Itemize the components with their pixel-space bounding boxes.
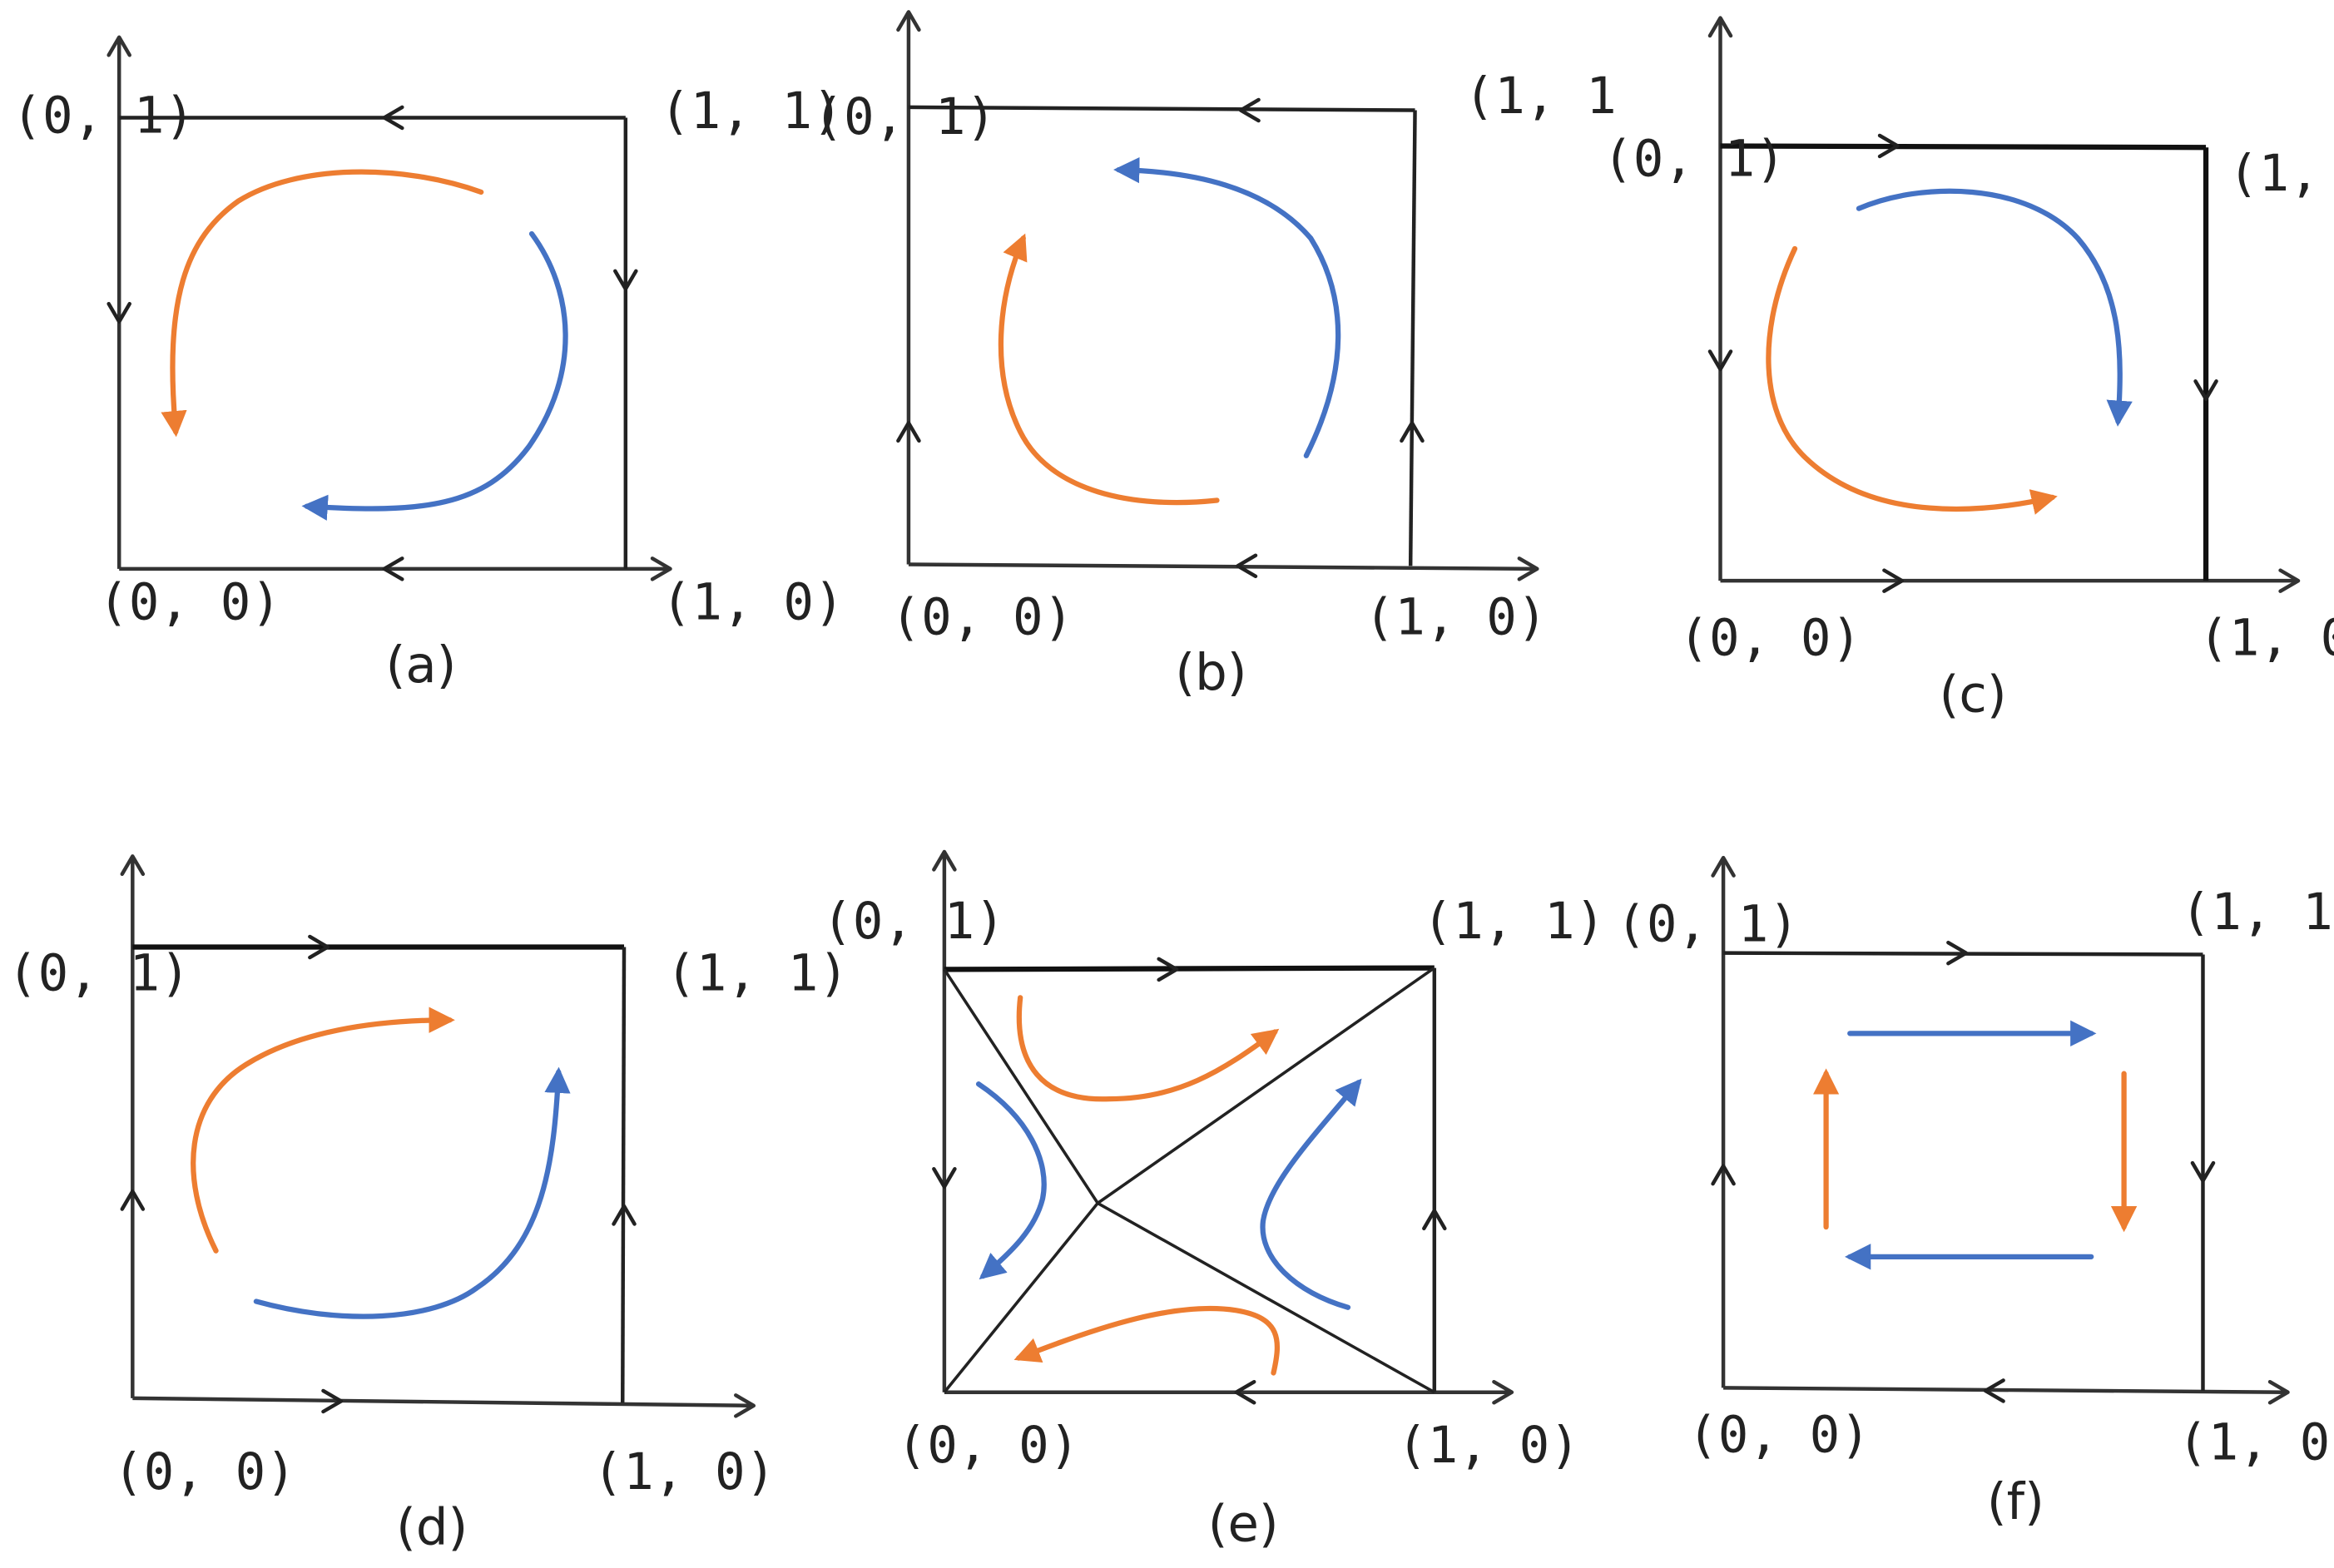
panel-b: (0, 1) (1, 1 (0, 0) (1, 0) (b) <box>813 10 1617 702</box>
blue-trajectory-right <box>1260 1078 1362 1310</box>
label-0-1: (0, 1) <box>813 88 996 146</box>
blue-trajectory <box>1113 156 1341 458</box>
blue-trajectory <box>1856 188 2133 427</box>
left-edge-up-arrow-icon <box>896 421 921 443</box>
y-axis-arrowhead-icon <box>896 10 921 32</box>
label-0-1: (0, 1) <box>1616 895 1799 953</box>
label-0-1: (0, 1) <box>12 87 195 145</box>
label-1-0: (1, 0) <box>1397 1417 1580 1475</box>
x-axis-arrowhead-icon <box>1492 1379 1514 1405</box>
left-edge-up-arrow-icon <box>120 1189 146 1211</box>
orange-trajectory <box>191 1007 455 1254</box>
caption-a: (a) <box>386 636 457 695</box>
left-edge-up-arrow-icon <box>1711 1164 1736 1186</box>
top-edge <box>908 105 1415 112</box>
right-edge-up-arrow-icon <box>1400 421 1425 443</box>
label-0-0: (0, 0) <box>890 589 1073 647</box>
top-edge <box>1720 143 2207 151</box>
label-1-1: (1, 1) <box>660 82 843 141</box>
label-0-0: (0, 0) <box>1687 1406 1871 1464</box>
right-edge <box>621 947 627 1403</box>
right-edge-down-arrow-icon <box>2190 1160 2216 1183</box>
label-0-0: (0, 0) <box>113 1443 296 1501</box>
panel-f: (0, 1) (1, 1) (0, 0) (1, 0) (f) <box>1616 855 2334 1531</box>
panel-c: (0, 1) (1, 1) (0, 0) (1, 0) (c) <box>1603 16 2334 725</box>
x-axis-arrowhead-icon <box>2267 1379 2290 1405</box>
label-1-1: (1, 1) <box>2228 145 2334 203</box>
label-1-0: (1, 0) <box>2178 1413 2334 1472</box>
label-1-1: (1, 1) <box>666 944 849 1002</box>
top-edge-left-arrow-icon <box>1238 97 1261 123</box>
y-axis-arrowhead-icon <box>1707 16 1733 38</box>
right-edge-down-arrow-icon <box>613 269 638 291</box>
right-edge-up-arrow-icon <box>1422 1209 1447 1231</box>
orange-trajectory-top <box>1016 995 1280 1102</box>
top-edge-right-arrow-icon <box>1877 133 1900 159</box>
label-0-1: (0, 1) <box>822 893 1005 951</box>
bottom-edge-right-arrow-icon <box>1882 568 1905 593</box>
left-edge-down-arrow-icon <box>932 1166 957 1189</box>
panel-a: (0, 1) (1, 1) (0, 0) (1, 0) (a) <box>12 35 845 695</box>
label-1-0: (1, 0) <box>592 1443 776 1501</box>
bottom-edge-left-arrow-icon <box>1236 553 1258 579</box>
x-axis-arrowhead-icon <box>650 556 672 581</box>
top-edge <box>944 965 1435 972</box>
label-0-0: (0, 0) <box>1678 610 1861 668</box>
caption-f: (f) <box>1987 1473 2044 1531</box>
separatrix-top-left <box>943 968 1099 1204</box>
label-1-0: (1, 0) <box>662 574 845 632</box>
top-edge-right-arrow-icon <box>1157 957 1179 982</box>
label-1-0: (1, 0) <box>1365 589 1548 647</box>
y-axis-arrowhead-icon <box>932 849 957 872</box>
label-1-1: (1, 1) <box>1422 893 1605 951</box>
separatrix-bottom-right <box>1097 1201 1435 1394</box>
y-axis-arrowhead-icon <box>107 35 131 57</box>
panel-d: (0, 1) (1, 1) (0, 0) (1, 0) (d) <box>7 854 849 1556</box>
panel-e: (0, 1) (1, 1) (0, 0) (1, 0) (e) <box>822 849 1605 1554</box>
x-axis-arrowhead-icon <box>1517 556 1539 581</box>
label-1-1: (1, 1) <box>2181 883 2334 942</box>
left-edge-down-arrow-icon <box>107 301 131 324</box>
x-axis <box>908 562 1538 571</box>
right-edge-up-arrow-icon <box>612 1204 637 1226</box>
orange-trajectory-bottom <box>1013 1305 1280 1376</box>
caption-e: (e) <box>1208 1496 1279 1554</box>
orange-trajectory <box>1766 245 2058 515</box>
x-axis <box>1723 1386 2288 1394</box>
x-axis-arrowhead-icon <box>2278 568 2301 593</box>
top-edge-left-arrow-icon <box>382 105 404 131</box>
separatrix-top-right <box>1097 967 1435 1204</box>
caption-b: (b) <box>1175 644 1246 702</box>
label-0-0: (0, 0) <box>897 1417 1080 1475</box>
orange-trajectory <box>161 169 484 438</box>
right-edge <box>1408 110 1417 566</box>
label-0-1: (0, 1) <box>7 944 191 1002</box>
blue-trajectory <box>301 230 568 521</box>
orange-trajectory <box>998 233 1220 506</box>
right-edge-down-arrow-icon <box>2193 379 2218 402</box>
label-0-0: (0, 0) <box>98 574 281 632</box>
caption-c: (c) <box>1940 666 2007 725</box>
x-axis-arrowhead-icon <box>734 1393 756 1418</box>
bottom-edge-left-arrow-icon <box>382 556 404 581</box>
y-axis-arrowhead-icon <box>120 854 146 877</box>
separatrix-bottom-left <box>943 1202 1099 1393</box>
bottom-edge-left-arrow-icon <box>1234 1379 1256 1405</box>
bottom-edge-right-arrow-icon <box>321 1388 344 1414</box>
blue-trajectory <box>253 1066 571 1319</box>
label-1-1: (1, 1 <box>1464 67 1617 126</box>
caption-d: (d) <box>396 1498 468 1556</box>
top-edge-right-arrow-icon <box>308 934 330 960</box>
top-edge-right-arrow-icon <box>1946 940 1969 966</box>
bottom-edge-left-arrow-icon <box>1983 1378 2005 1403</box>
y-axis-arrowhead-icon <box>1711 855 1736 878</box>
label-1-0: (1, 0) <box>2198 610 2334 668</box>
label-0-1: (0, 1) <box>1603 130 1786 188</box>
blue-trajectory-left <box>975 1081 1047 1280</box>
x-axis <box>132 1396 754 1408</box>
left-edge-down-arrow-icon <box>1707 349 1733 372</box>
